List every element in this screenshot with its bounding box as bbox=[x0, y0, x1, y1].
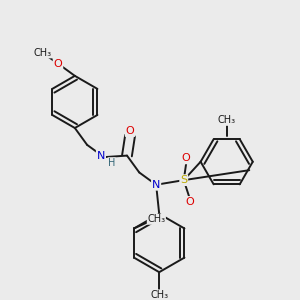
Text: N: N bbox=[97, 151, 105, 160]
Text: O: O bbox=[54, 58, 62, 69]
Text: CH₃: CH₃ bbox=[34, 48, 52, 58]
Text: O: O bbox=[182, 153, 190, 164]
Text: O: O bbox=[126, 126, 134, 136]
Text: H: H bbox=[108, 158, 115, 168]
Text: CH₃: CH₃ bbox=[218, 115, 236, 125]
Text: S: S bbox=[180, 175, 187, 185]
Text: N: N bbox=[152, 180, 160, 190]
Text: CH₃: CH₃ bbox=[147, 214, 165, 224]
Text: O: O bbox=[185, 197, 194, 207]
Text: CH₃: CH₃ bbox=[150, 290, 168, 300]
